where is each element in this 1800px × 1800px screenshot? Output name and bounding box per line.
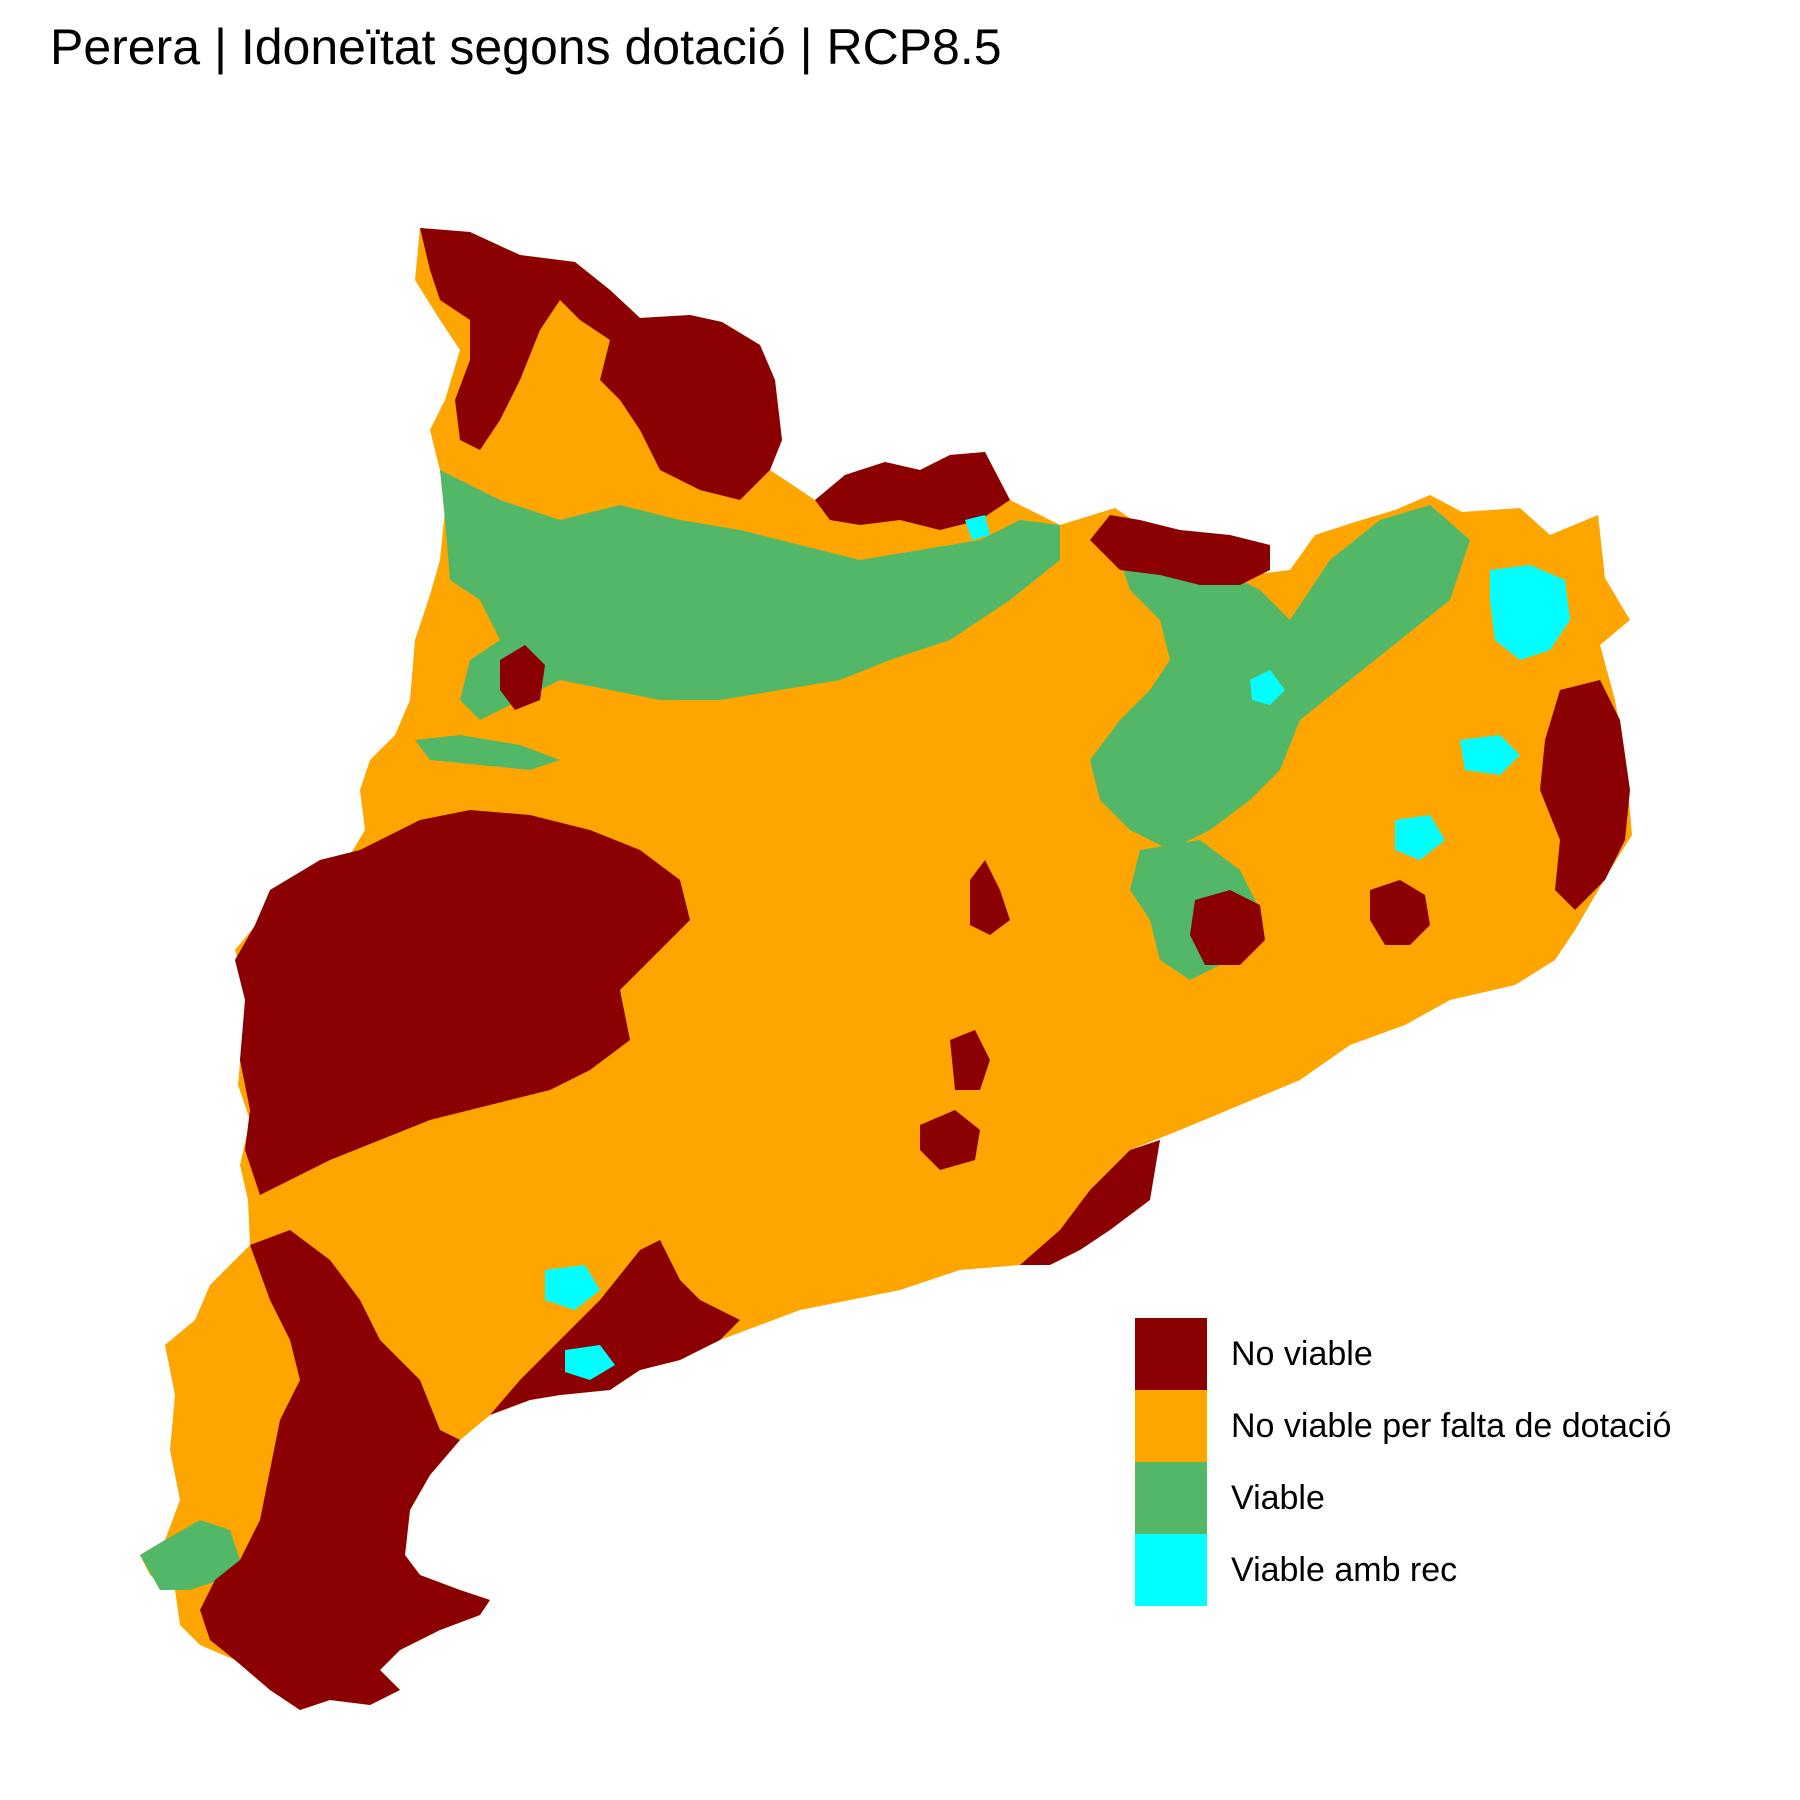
- legend-label: No viable: [1231, 1334, 1373, 1373]
- legend-label: Viable: [1231, 1478, 1325, 1517]
- legend-label: No viable per falta de dotació: [1231, 1406, 1672, 1445]
- region-noviable-pyrenees-mid: [815, 452, 1010, 530]
- region-noviable-pyrenees: [420, 228, 782, 500]
- region-noviable-west-plateau: [235, 810, 690, 1195]
- region-noviable-guilleries: [1370, 880, 1430, 945]
- region-rec-emporda: [1490, 565, 1570, 660]
- legend-label: Viable amb rec: [1231, 1550, 1458, 1589]
- region-viable-delta-left: [140, 1520, 240, 1590]
- region-viable-north: [440, 470, 1060, 720]
- region-rec-ne-small: [1250, 670, 1285, 705]
- legend-swatch: [1135, 1318, 1207, 1390]
- region-noviable-central-b: [950, 1030, 990, 1090]
- region-rec-pyr-small: [965, 515, 990, 540]
- legend-item-no-viable: No viable: [1135, 1318, 1775, 1390]
- region-noviable-south: [200, 1230, 490, 1710]
- region-rec-ebre-b: [565, 1345, 615, 1380]
- legend: No viable No viable per falta de dotació…: [1135, 1318, 1775, 1606]
- legend-swatch: [1135, 1534, 1207, 1606]
- region-rec-maresme: [1395, 815, 1445, 860]
- region-noviable-coast-central: [1020, 1140, 1160, 1265]
- region-noviable-montserrat: [970, 860, 1010, 935]
- legend-item-viable: Viable: [1135, 1462, 1775, 1534]
- region-viable-west-strip: [415, 735, 560, 770]
- legend-item-no-viable-dotacio: No viable per falta de dotació: [1135, 1390, 1775, 1462]
- region-noviable-central-c: [920, 1110, 980, 1170]
- region-noviable-coast-south: [490, 1240, 740, 1415]
- region-rec-ter: [1460, 735, 1520, 775]
- region-noviable-pyrenees-east: [1090, 515, 1270, 585]
- region-noviable-montseny: [1190, 890, 1265, 965]
- map-title: Perera | Idoneïtat segons dotació | RCP8…: [50, 19, 1002, 75]
- legend-item-viable-rec: Viable amb rec: [1135, 1534, 1775, 1606]
- region-noviable-segre: [500, 645, 545, 710]
- region-rec-ebre-a: [545, 1265, 600, 1310]
- legend-swatch: [1135, 1462, 1207, 1534]
- region-noviable-east-coast: [1540, 680, 1630, 910]
- region-viable-northeast: [1090, 505, 1470, 850]
- legend-swatch: [1135, 1390, 1207, 1462]
